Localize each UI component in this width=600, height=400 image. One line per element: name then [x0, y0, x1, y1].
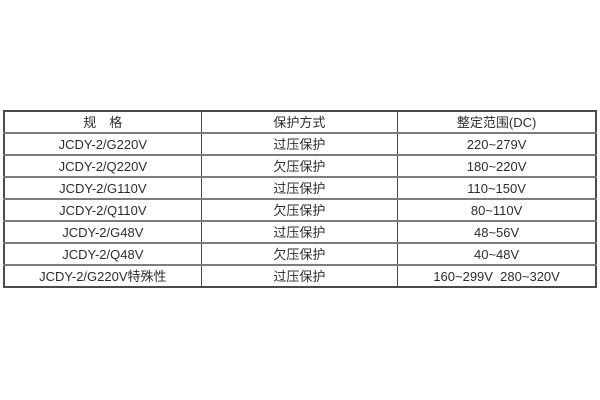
cell-range: 220~279V [397, 132, 596, 155]
header-protection: 保护方式 [200, 111, 398, 133]
cell-protection: 欠压保护 [200, 154, 398, 177]
table-header-row: 规 格 保护方式 整定范围(DC) [4, 111, 596, 133]
cell-protection: 过压保护 [200, 132, 398, 155]
cell-range: 180~220V [397, 154, 596, 177]
table-row: JCDY-2/Q220V 欠压保护 180~220V [4, 154, 596, 177]
table-row: JCDY-2/Q110V 欠压保护 80~110V [4, 198, 596, 221]
cell-spec: JCDY-2/G110V [4, 176, 202, 199]
cell-spec: JCDY-2/G220V [4, 132, 202, 155]
cell-protection: 过压保护 [200, 220, 398, 243]
table-row: JCDY-2/G220V 过压保护 220~279V [4, 132, 596, 155]
cell-protection: 过压保护 [200, 176, 398, 199]
table-row: JCDY-2/Q48V 欠压保护 40~48V [4, 242, 596, 265]
cell-range: 48~56V [397, 220, 596, 243]
cell-spec: JCDY-2/Q220V [4, 154, 202, 177]
cell-range: 110~150V [397, 176, 596, 199]
cell-spec: JCDY-2/G220V特殊性 [4, 264, 202, 287]
cell-protection: 欠压保护 [200, 198, 398, 221]
table-row: JCDY-2/G220V特殊性 过压保护 160~299V 280~320V [4, 264, 596, 287]
table-row: JCDY-2/G48V 过压保护 48~56V [4, 220, 596, 243]
cell-range: 80~110V [397, 198, 596, 221]
cell-spec: JCDY-2/G48V [4, 220, 202, 243]
cell-range: 160~299V 280~320V [397, 264, 596, 287]
cell-spec: JCDY-2/Q48V [4, 242, 202, 265]
cell-protection: 过压保护 [200, 264, 398, 287]
cell-protection: 欠压保护 [200, 242, 398, 265]
cell-spec: JCDY-2/Q110V [4, 198, 202, 221]
spec-table: 规 格 保护方式 整定范围(DC) JCDY-2/G220V 过压保护 220~… [3, 110, 597, 288]
header-spec: 规 格 [83, 114, 123, 130]
cell-range: 40~48V [397, 242, 596, 265]
table-row: JCDY-2/G110V 过压保护 110~150V [4, 176, 596, 199]
header-range: 整定范围(DC) [397, 111, 596, 133]
